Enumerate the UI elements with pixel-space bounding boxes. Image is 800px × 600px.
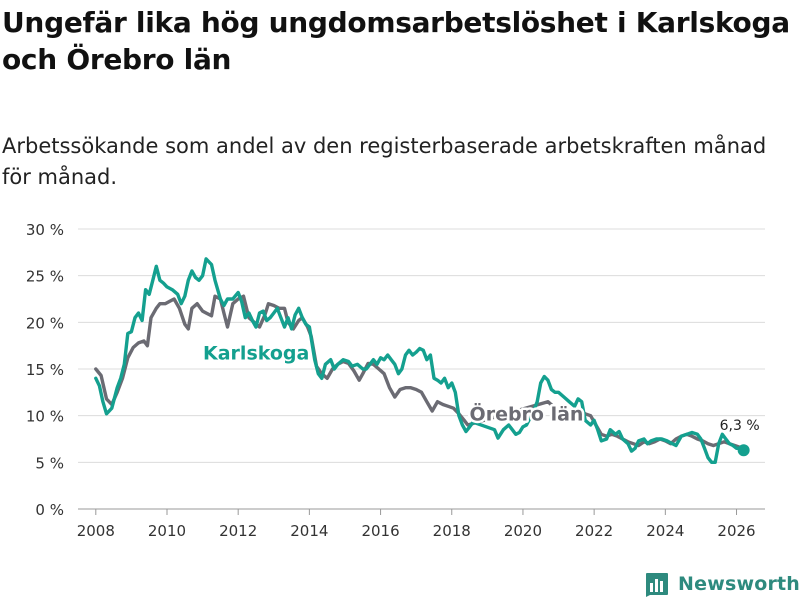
x-tick-label: 2024 <box>646 522 684 540</box>
x-tick-label: 2014 <box>290 522 328 540</box>
chart-subtitle: Arbetssökande som andel av den registerb… <box>2 134 767 189</box>
series <box>94 257 750 464</box>
series-label-orebro-lan: Örebro län <box>470 401 584 425</box>
end-value-label: 6,3 % <box>720 418 760 434</box>
x-tick-label: 2016 <box>361 522 399 540</box>
x-tick-label: 2012 <box>219 522 257 540</box>
grid <box>78 228 765 463</box>
series-line--rebro-l-n <box>94 294 742 450</box>
y-tick-label: 5 % <box>35 454 64 472</box>
x-tick-label: 2020 <box>504 522 542 540</box>
labels: Karlskoga Örebro län 6,3 % <box>201 340 762 436</box>
y-tick-label: 30 % <box>26 221 64 239</box>
newsworthy-logo: Newsworthy <box>644 568 800 600</box>
x-tick-label: 2008 <box>77 522 115 540</box>
x-tick-label: 2022 <box>575 522 613 540</box>
y-tick-label: 10 % <box>26 408 64 426</box>
series-line-karlskoga <box>94 257 746 464</box>
y-tick-label: 25 % <box>26 268 64 286</box>
y-tick-label: 15 % <box>26 361 64 379</box>
y-tick-label: 0 % <box>35 501 64 519</box>
axes: 0 % 5 % 10 % 15 % 20 % 25 % 30 % 2008 2010 2012 20… <box>26 221 765 540</box>
x-tick-label: 2010 <box>148 522 186 540</box>
chart-title: Ungefär lika hög ungdomsarbetslöshet i K… <box>2 6 790 76</box>
x-tick-label: 2018 <box>433 522 471 540</box>
y-tick-label: 20 % <box>26 314 64 332</box>
series-label-karlskoga: Karlskoga <box>203 342 309 364</box>
x-tick-label: 2026 <box>717 522 755 540</box>
brand-name: Newsworthy <box>678 573 800 595</box>
bar-chart-icon <box>646 573 668 597</box>
end-point-marker <box>737 444 750 457</box>
